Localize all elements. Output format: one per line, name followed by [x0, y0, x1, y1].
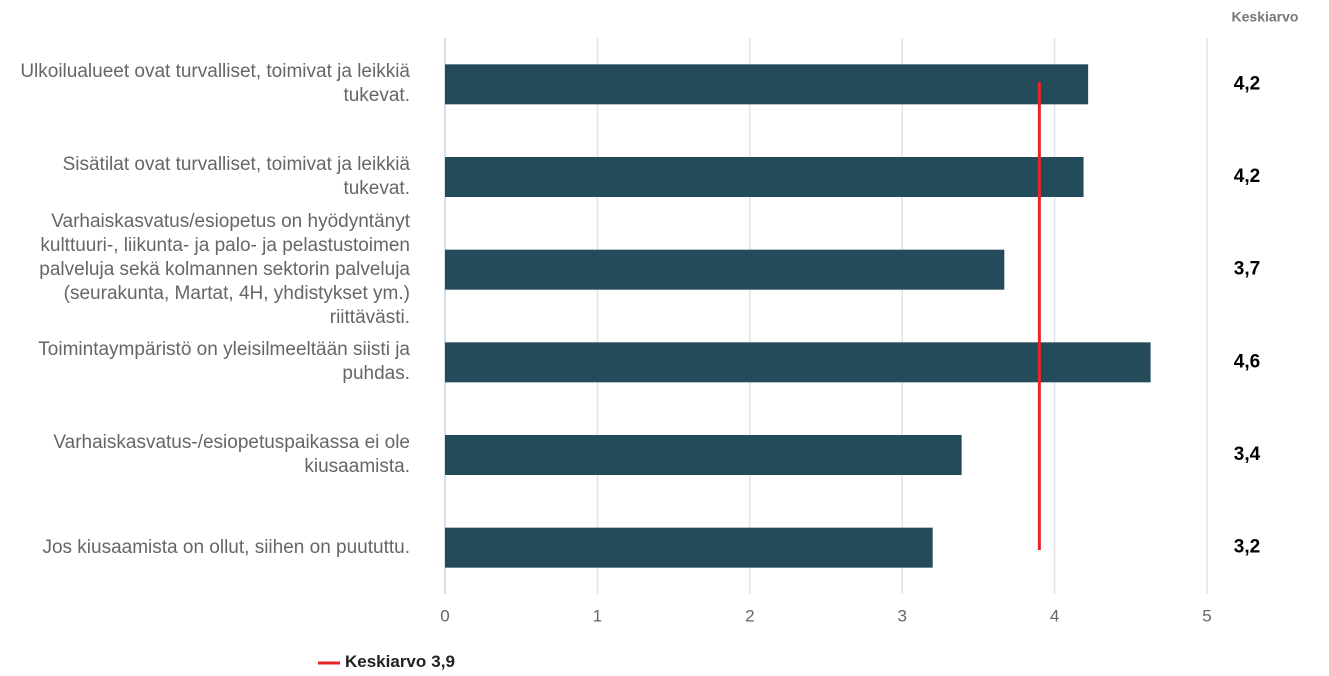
category-label: Varhaiskasvatus-/esiopetuspaikassa ei ol… — [53, 432, 410, 477]
category-label: Sisätilat ovat turvalliset, toimivat ja … — [62, 154, 410, 199]
x-tick-label: 0 — [440, 606, 449, 625]
category-label: Toimintaympäristö on yleisilmeeltään sii… — [38, 339, 410, 385]
category-label: Jos kiusaamista on ollut, siihen on puut… — [42, 536, 410, 558]
value-label: 3,2 — [1234, 537, 1260, 558]
legend-value: 3,9 — [431, 652, 455, 671]
bar — [445, 249, 1005, 290]
category-label: Ulkoilualueet ovat turvalliset, toimivat… — [20, 61, 410, 107]
legend-text: Keskiarvo — [345, 652, 426, 671]
value-label: 4,2 — [1234, 166, 1260, 187]
value-column-title: Keskiarvo — [1232, 9, 1299, 25]
value-label: 4,6 — [1234, 351, 1260, 372]
bar — [445, 64, 1089, 105]
x-tick-label: 2 — [745, 606, 754, 625]
bar — [445, 157, 1084, 197]
x-tick-label: 5 — [1202, 606, 1211, 625]
x-tick-label: 3 — [897, 606, 906, 625]
bar — [445, 342, 1151, 383]
category-label: Varhaiskasvatus/esiopetus on hyödyntänyt… — [39, 210, 410, 328]
value-label: 3,4 — [1234, 444, 1261, 465]
bar — [445, 527, 933, 568]
bar — [445, 435, 962, 475]
x-tick-label: 1 — [593, 606, 602, 625]
x-tick-label: 4 — [1050, 606, 1059, 625]
value-label: 4,2 — [1234, 73, 1260, 94]
legend-label: Keskiarvo 3,9 — [345, 652, 455, 671]
value-label: 3,7 — [1234, 259, 1260, 280]
